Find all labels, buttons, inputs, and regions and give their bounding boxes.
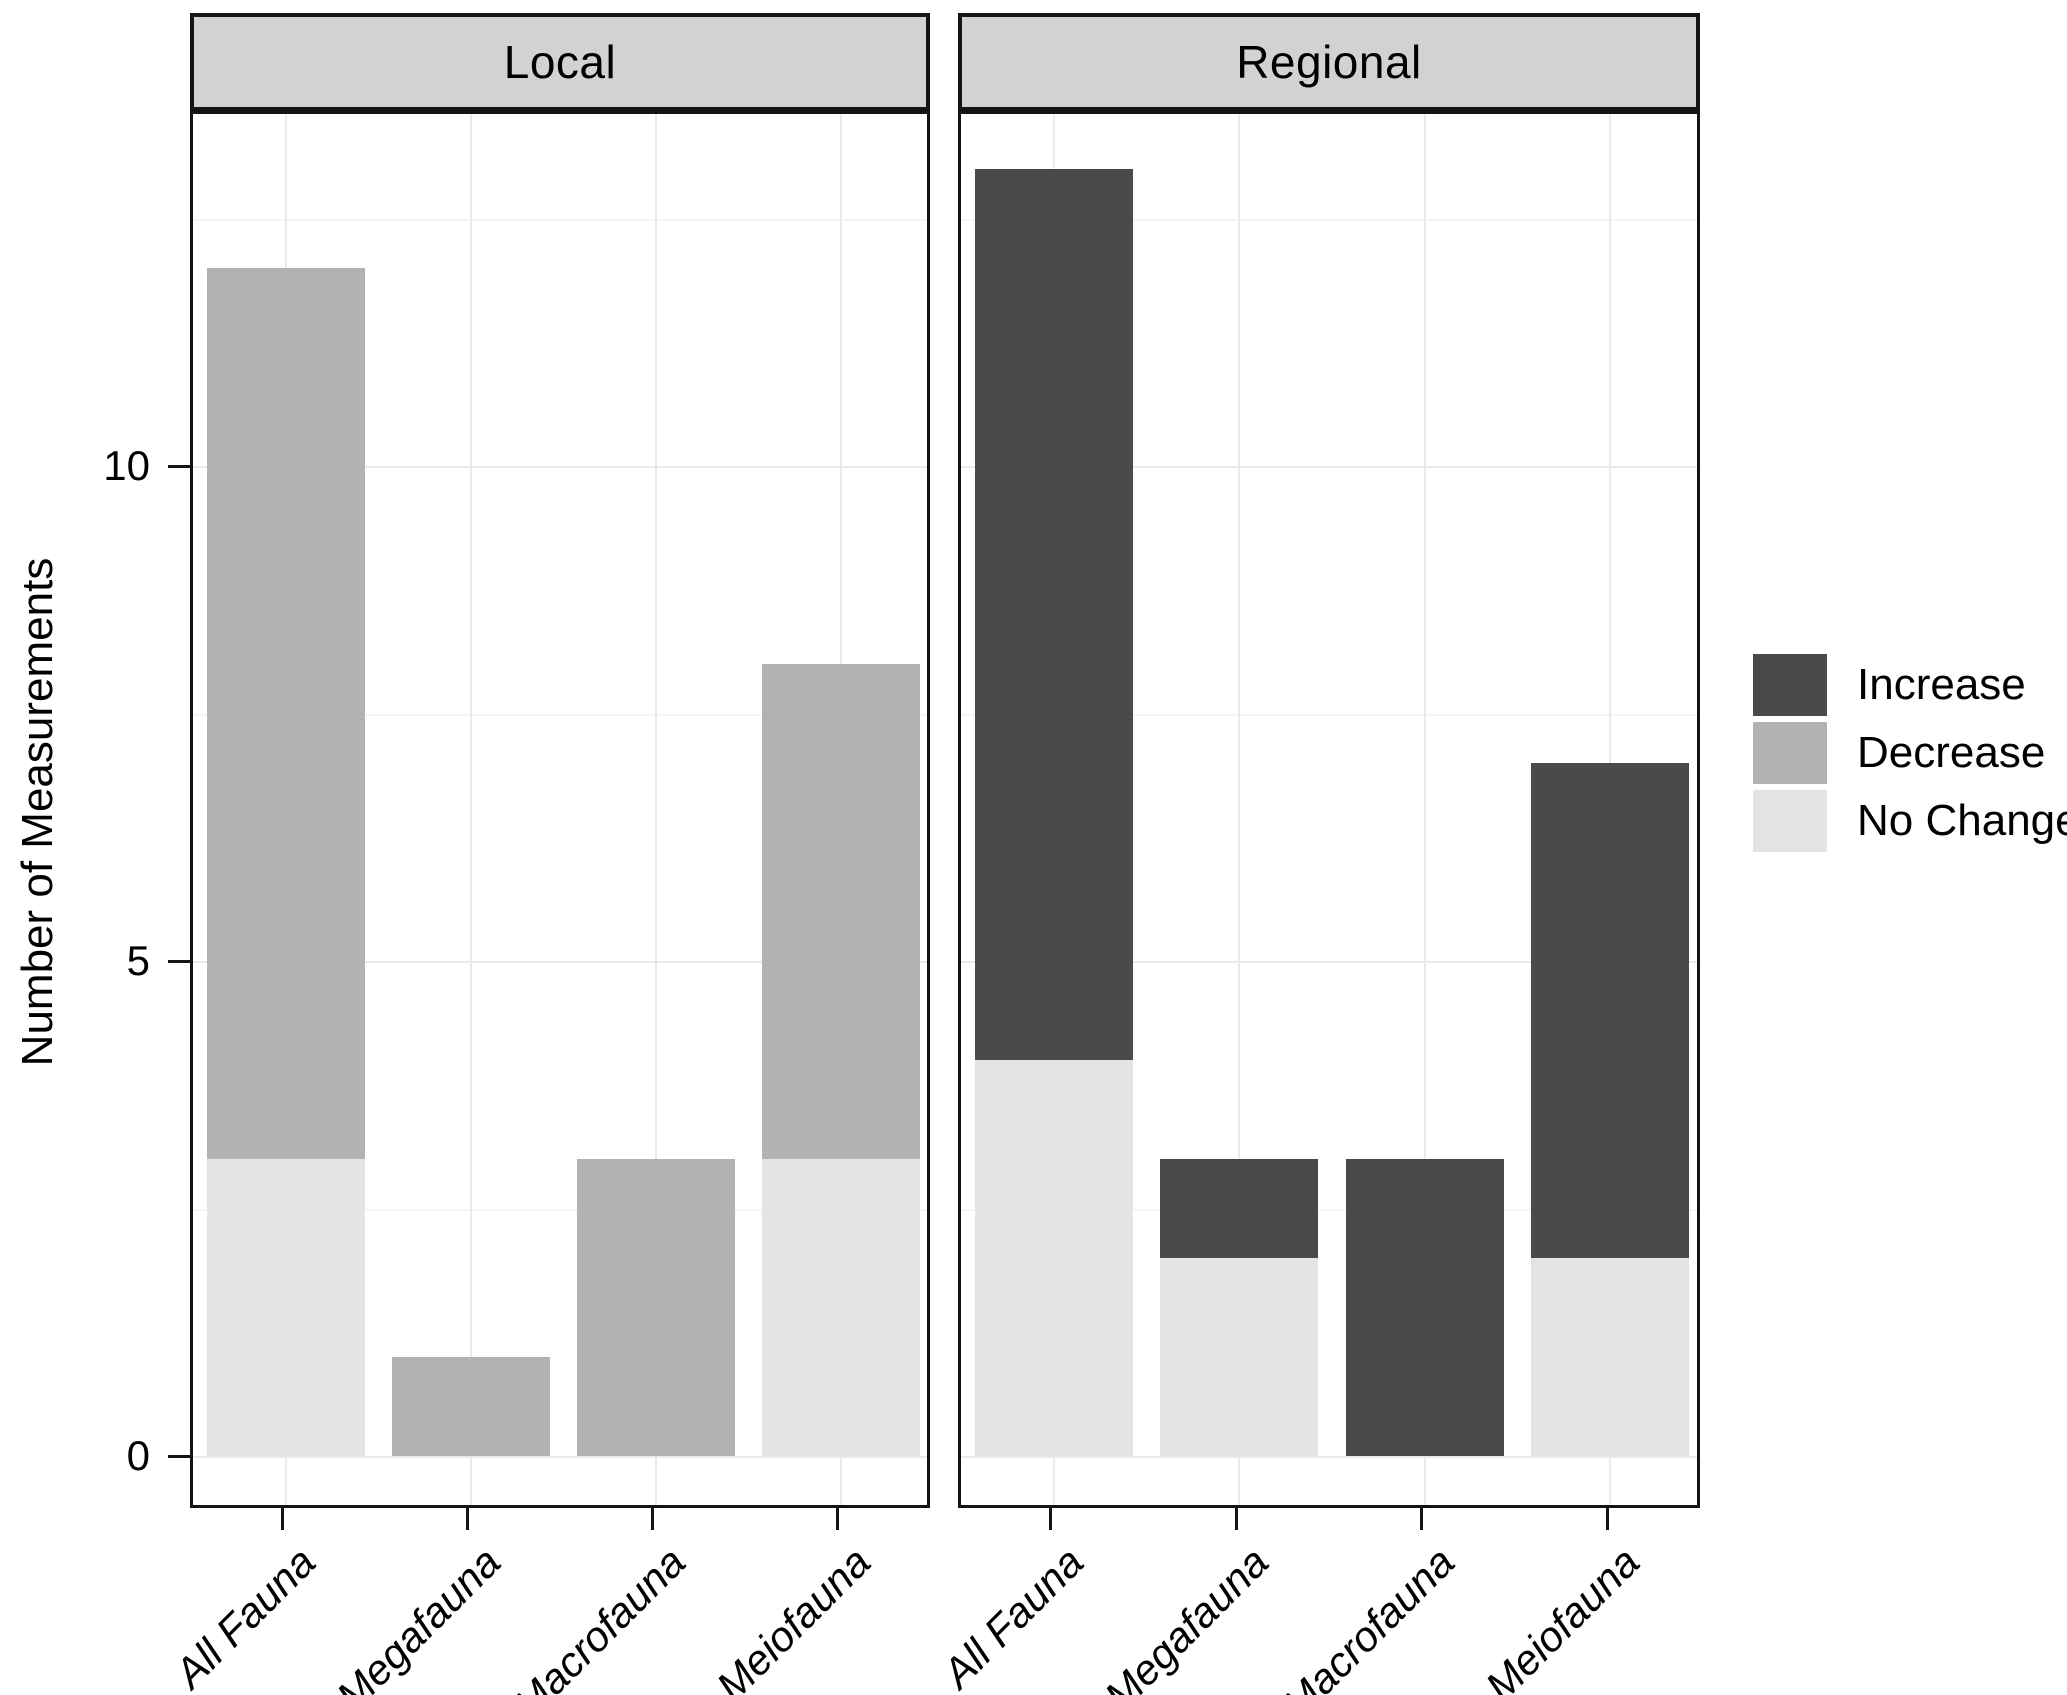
x-tick-regional-macrofauna [1420,1508,1424,1530]
gridline-minor-2.5 [961,1208,1697,1211]
legend-swatch-decrease [1753,722,1827,784]
gridline-minor-2.5 [193,1208,927,1211]
x-tick-local-all-fauna [281,1508,284,1530]
bar-segment-regional-all-fauna-no-change [974,1060,1133,1456]
legend-label-increase: Increase [1857,660,2026,709]
bar-segment-local-meiofauna-decrease [761,664,920,1159]
gridline-minor-12.5 [961,218,1697,221]
bar-segment-local-megafauna-decrease [391,1357,550,1456]
bar-segment-regional-megafauna-increase [1160,1159,1319,1258]
x-category-label-local-all-fauna: All Fauna [165,1538,324,1695]
x-tick-regional-all-fauna [1049,1508,1053,1530]
bar-segment-local-macrofauna-decrease [576,1159,735,1456]
gridline-major-0 [193,1456,927,1458]
bar-segment-local-all-fauna-decrease [206,268,365,1159]
bar-segment-regional-megafauna-no-change [1160,1258,1319,1456]
gridline-major-10 [961,466,1697,468]
y-tick-0 [168,1454,190,1458]
y-tick-5 [168,959,190,963]
gridline-category-megafauna [469,114,472,1505]
panel-regional [958,111,1700,1508]
bar-segment-regional-meiofauna-increase [1531,763,1690,1258]
bar-segment-regional-macrofauna-increase [1345,1159,1504,1456]
legend-swatch-increase [1753,654,1827,716]
x-tick-regional-meiofauna [1605,1508,1609,1530]
y-tick-10 [168,464,190,468]
facet-strip-label-local: Local [503,36,617,88]
legend-label-no-change: No Change [1857,796,2067,845]
bar-segment-local-all-fauna-no-change [206,1159,365,1456]
legend-swatch-no-change [1753,790,1827,852]
gridline-category-macrofauna [1423,114,1426,1505]
legend-label-decrease: Decrease [1857,728,2046,777]
gridline-category-macrofauna [654,114,657,1505]
bar-segment-local-meiofauna-no-change [761,1159,920,1456]
legend: Increase Decrease No Change [1753,654,2067,858]
legend-item-decrease: Decrease [1753,722,2067,784]
x-tick-local-macrofauna [651,1508,654,1530]
gridline-category-megafauna [1238,114,1241,1505]
gridline-major-5 [193,961,927,963]
bar-segment-regional-meiofauna-no-change [1531,1258,1690,1456]
y-tick-label-5: 5 [126,937,150,984]
y-axis-title: Number of Measurements [13,557,62,1067]
y-tick-label-10: 10 [103,442,150,489]
gridline-major-10 [193,466,927,468]
facet-strip-local: Local [190,13,930,111]
gridline-minor-7.5 [193,713,927,716]
bar-segment-regional-all-fauna-increase [974,169,1133,1060]
facet-strip-regional: Regional [958,13,1700,111]
gridline-major-5 [961,961,1697,963]
gridline-minor-7.5 [961,713,1697,716]
y-tick-label-0: 0 [126,1432,150,1479]
facet-strip-label-regional: Regional [1236,36,1422,88]
x-tick-local-megafauna [466,1508,469,1530]
legend-item-increase: Increase [1753,654,2067,716]
gridline-major-0 [961,1456,1697,1458]
gridline-minor-12.5 [193,218,927,221]
panel-local [190,111,930,1508]
legend-item-no-change: No Change [1753,790,2067,852]
x-tick-local-meiofauna [836,1508,839,1530]
x-tick-regional-megafauna [1234,1508,1238,1530]
